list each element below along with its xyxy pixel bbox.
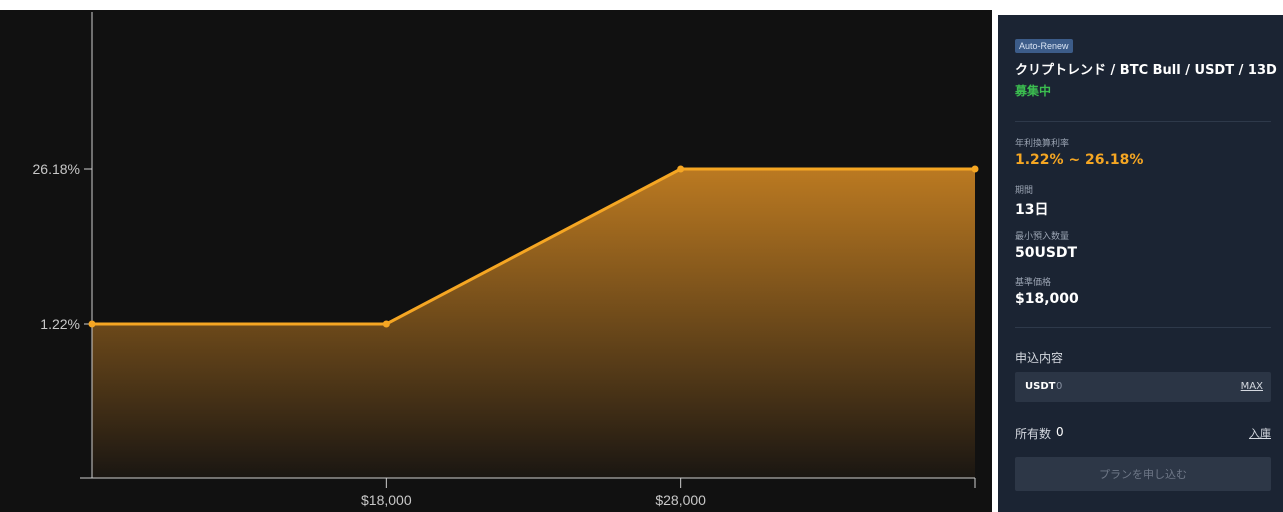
subscription-section-title: 申込内容: [1015, 351, 1064, 365]
data-point: [971, 165, 979, 173]
product-panel: Auto-Renew クリプトレンド / BTC Bull / USDT / 1…: [998, 15, 1283, 512]
data-point: [88, 320, 96, 328]
amount-input[interactable]: USDT 0 MAX: [1015, 372, 1271, 402]
payoff-chart-svg: 26.18% 1.22% $18,000 $28,000: [33, 12, 979, 508]
divider: [1015, 327, 1271, 328]
period-label: 期間: [1015, 186, 1034, 196]
min-deposit-value: 50USDT: [1015, 245, 1078, 261]
min-deposit-label: 最小預入数量: [1015, 232, 1070, 242]
holdings-value: 0: [1056, 425, 1064, 439]
x-tick-label: $28,000: [655, 492, 706, 508]
payoff-line: [92, 167, 975, 326]
payoff-chart: 26.18% 1.22% $18,000 $28,000: [0, 10, 992, 512]
apply-plan-button[interactable]: プランを申し込む: [1015, 457, 1271, 491]
payoff-area: [92, 169, 975, 478]
max-button[interactable]: MAX: [1240, 381, 1263, 392]
apr-value: 1.22% ~ 26.18%: [1015, 152, 1144, 168]
strike-price-label: 基準価格: [1015, 278, 1052, 288]
auto-renew-badge: Auto-Renew: [1015, 39, 1073, 53]
apr-label: 年利換算利率: [1015, 139, 1070, 149]
holdings-label: 所有数: [1015, 427, 1052, 441]
y-tick-label: 26.18%: [33, 161, 80, 177]
amount-input-value[interactable]: 0: [1056, 381, 1063, 392]
strike-price-value: $18,000: [1015, 291, 1079, 307]
data-point: [382, 320, 390, 328]
product-title: クリプトレンド / BTC Bull / USDT / 13D: [1015, 63, 1277, 78]
period-value: 13日: [1015, 202, 1049, 218]
x-tick-label: $18,000: [361, 492, 412, 508]
deposit-link[interactable]: 入庫: [1249, 427, 1271, 440]
divider: [1015, 121, 1271, 122]
input-currency-label: USDT: [1025, 381, 1056, 392]
y-tick-label: 1.22%: [40, 316, 80, 332]
status-badge: 募集中: [1015, 84, 1052, 98]
data-point: [677, 165, 685, 173]
